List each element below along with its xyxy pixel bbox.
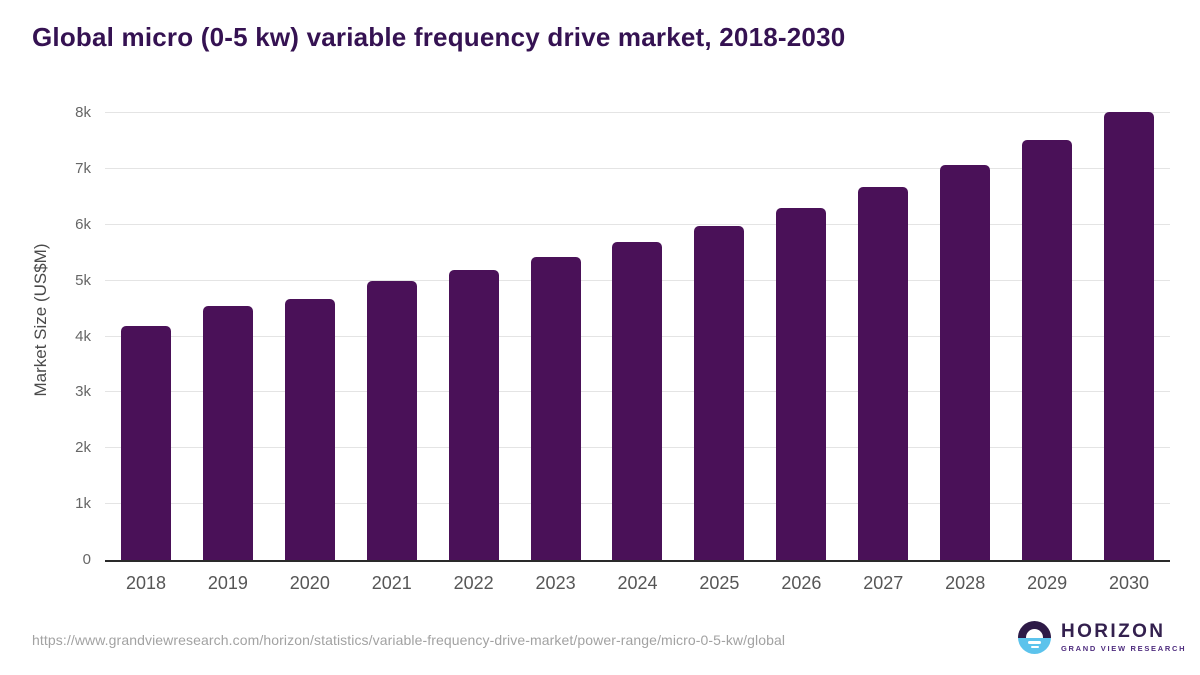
page-title: Global micro (0-5 kw) variable frequency… [32,22,846,52]
gridline [105,112,1170,113]
gridline [105,167,1170,169]
x-axis-labels: 2018 2019 2020 2021 2022 2023 2024 2025 2026 2027… [105,573,1170,594]
logo-ripple-icon [1028,641,1041,644]
x-axis-tick-label: 2026 [781,573,822,593]
source-url-text: https://www.grandviewresearch.com/horizo… [32,632,786,648]
y-axis-tick-label: 1k [75,495,91,513]
bar-2024[interactable] [612,242,663,560]
bar-2023[interactable] [530,256,581,560]
logo-ripple-icon [1030,645,1039,648]
bar-2030[interactable] [1104,111,1155,560]
y-axis-tick-label: 7k [75,159,91,177]
bar-2029[interactable] [1022,139,1073,560]
bar-slot [842,113,924,560]
logo-tagline: GRAND VIEW RESEARCH [1061,644,1187,653]
bar-slot [760,113,842,560]
bar-2028[interactable] [940,164,991,560]
logo-sun-icon [1026,629,1043,638]
bar-slot [678,113,760,560]
y-axis-tick-label: 3k [75,383,91,401]
y-axis-tick-label: 4k [75,327,91,345]
gridline [105,223,1170,225]
y-axis-tick-label: 5k [75,271,91,289]
bar-2026[interactable] [776,208,827,560]
bar-2022[interactable] [448,270,499,560]
footer: https://www.grandviewresearch.com/horizo… [0,612,1200,675]
y-axis-tick-label: 0 [82,551,91,568]
x-axis-tick-label: 2018 [125,573,166,593]
logo-text-block: HORIZON GRAND VIEW RESEARCH [1061,622,1186,653]
bar-slot [269,113,351,560]
bar-slot [351,113,433,560]
x-axis-tick-label: 2024 [617,573,658,593]
bar-slot [1006,113,1088,560]
bar-2025[interactable] [694,226,745,560]
bar-slot [187,113,269,560]
bar-slot [1088,111,1170,560]
horizon-logo: HORIZON GRAND VIEW RESEARCH [1018,621,1186,654]
bar-2021[interactable] [366,281,417,560]
x-axis-tick-label: 2029 [1027,573,1068,593]
x-axis-tick-label: 2021 [371,573,412,593]
bar-2019[interactable] [202,305,253,560]
x-axis-tick-label: 2028 [945,573,986,593]
bar-2027[interactable] [858,187,909,560]
x-axis-tick-label: 2027 [863,573,904,593]
bar-slot [924,113,1006,560]
x-axis-line [105,560,1170,562]
x-axis-tick-label: 2025 [699,573,740,593]
x-axis-tick-label: 2020 [289,573,330,593]
bar-2018[interactable] [120,326,171,560]
horizon-logo-icon [1018,621,1051,654]
y-axis-title: Market Size (US$M) [31,243,50,397]
x-axis-tick-label: 2030 [1109,573,1150,593]
logo-brand-name: HORIZON [1061,621,1166,642]
x-axis-tick-label: 2023 [535,573,576,593]
bar-slot [433,113,515,560]
x-axis-tick-label: 2022 [453,573,494,593]
bar-slot [515,113,597,560]
bar-slot [597,113,679,560]
y-axis-tick-label: 6k [75,215,91,233]
y-axis-tick-label: 8k [75,104,91,121]
bar-2020[interactable] [284,299,335,560]
x-axis-tick-label: 2019 [207,573,248,593]
bar-slot [105,113,187,560]
bars-container [105,111,1170,560]
y-axis-tick-label: 2k [75,439,91,457]
bar-chart-plot-area: 0 1k 2k 3k 4k 5k 6k 7k 8k 2018 2019 2020 2021 2022 202… [75,105,1170,593]
